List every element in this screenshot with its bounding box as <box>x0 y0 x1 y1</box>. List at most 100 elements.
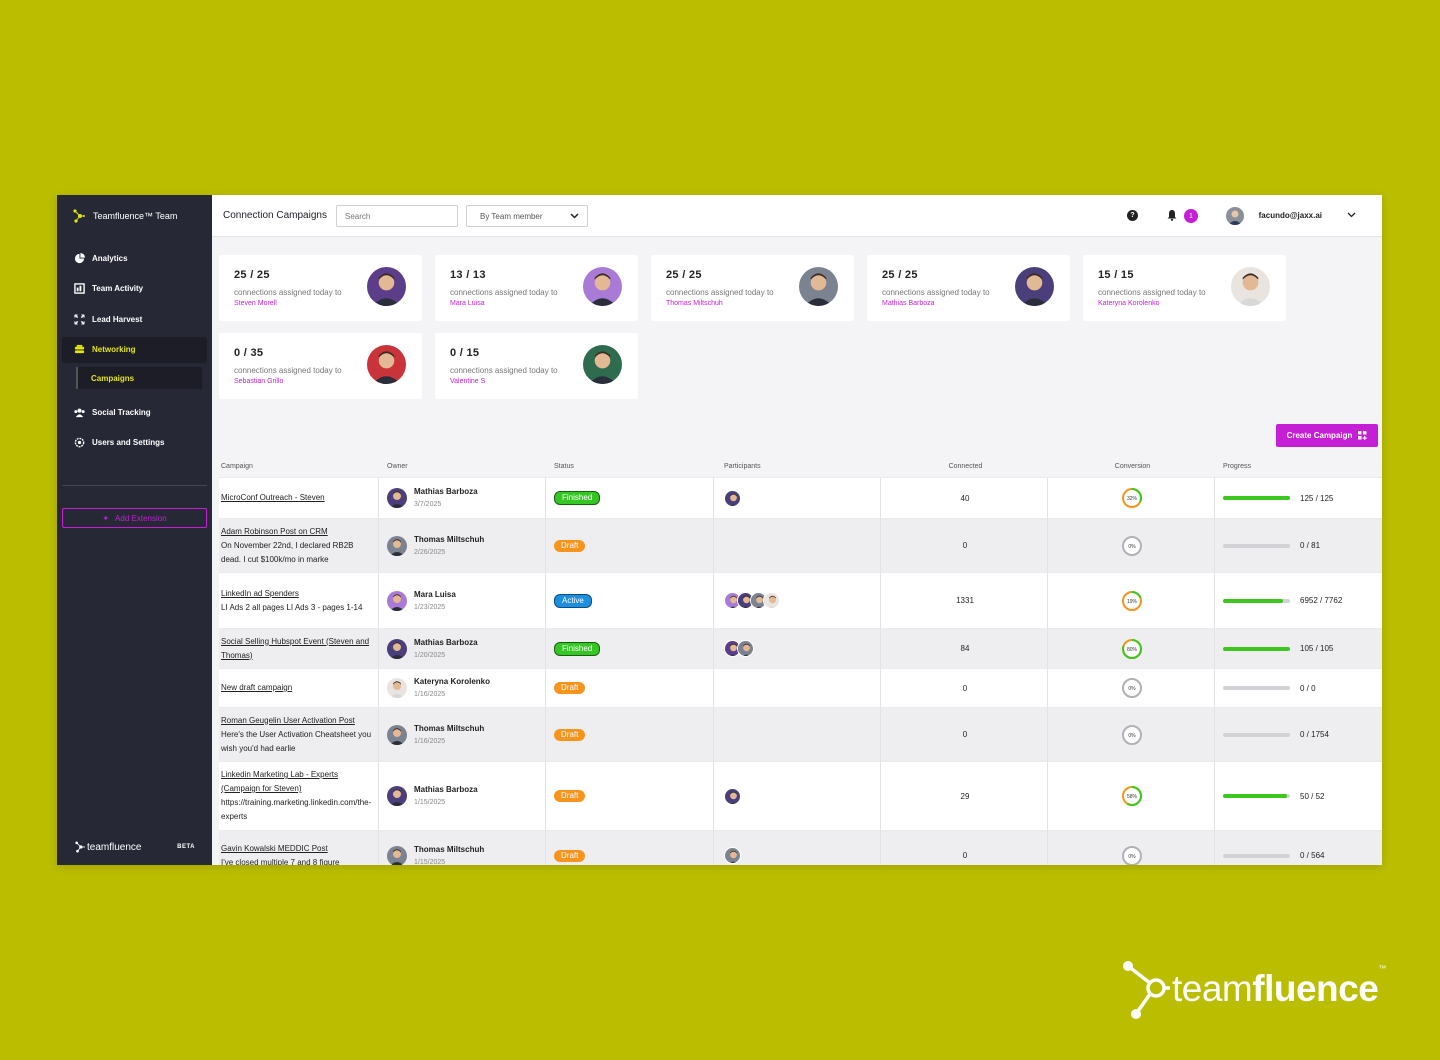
campaign-link[interactable]: Social Selling Hubspot Event (Steven and… <box>221 636 370 660</box>
connected-cell: 0 <box>881 831 1048 865</box>
card-assignee[interactable]: Sebastian Grillo <box>234 378 284 385</box>
card-count: 25 / 25 <box>234 269 270 281</box>
table-row[interactable]: Gavin Kowalski MEDDIC Post I've closed m… <box>219 830 1382 865</box>
sidebar-item-social-tracking[interactable]: Social Tracking <box>62 399 207 425</box>
column-header-campaign[interactable]: Campaign <box>221 462 253 470</box>
progress-fill <box>1223 598 1284 603</box>
campaign-link[interactable]: Roman Geugelin User Activation Post <box>221 715 355 725</box>
sidebar-item-networking[interactable]: Networking <box>62 336 207 363</box>
team-brand[interactable]: Teamfluence™ Team <box>73 209 177 223</box>
table-row[interactable]: MicroConf Outreach - Steven Mathias Barb… <box>219 477 1382 518</box>
create-campaign-button[interactable]: Create Campaign <box>1276 424 1378 447</box>
conversion-ring: 19% <box>1122 590 1142 611</box>
conversion-ring: 0% <box>1122 724 1142 745</box>
connected-cell: 0 <box>881 708 1048 761</box>
table-row[interactable]: Adam Robinson Post on CRM On November 22… <box>219 518 1382 572</box>
assignment-card[interactable]: 0 / 35 connections assigned today to Seb… <box>219 333 422 399</box>
sidebar: Teamfluence™ Team Analytics Team Activit… <box>57 195 212 865</box>
connected-cell: 40 <box>881 478 1048 518</box>
search-input[interactable] <box>336 205 458 227</box>
campaign-link[interactable]: Adam Robinson Post on CRM <box>221 526 328 536</box>
bell-icon[interactable] <box>1166 209 1178 221</box>
table-row[interactable]: Roman Geugelin User Activation Post Here… <box>219 707 1382 761</box>
card-description: connections assigned today to <box>882 288 990 297</box>
status-badge: Active <box>554 593 592 608</box>
card-assignee[interactable]: Thomas Miltschuh <box>666 300 723 307</box>
campaign-link[interactable]: LinkedIn ad Spenders <box>221 588 299 598</box>
card-assignee[interactable]: Steven Morell <box>234 300 277 307</box>
user-email[interactable]: facundo@jaxx.ai <box>1258 211 1322 220</box>
participant-avatar[interactable] <box>737 640 754 657</box>
footer-logo: teamfluence <box>75 841 141 853</box>
campaign-link[interactable]: MicroConf Outreach - Steven <box>221 493 325 502</box>
owner-name: Kateryna Korolenko <box>414 677 491 686</box>
owner-date: 1/23/2025 <box>414 603 446 611</box>
team-member-select[interactable]: By Team member <box>466 205 588 227</box>
progress-cell: 50 / 52 <box>1215 762 1382 830</box>
progress-cell: 0 / 81 <box>1215 519 1382 572</box>
sidebar-item-lead-harvest[interactable]: Lead Harvest <box>62 306 207 332</box>
campaign-cell: Roman Geugelin User Activation Post Here… <box>219 708 379 761</box>
user-avatar[interactable] <box>1226 207 1244 225</box>
add-extension-button[interactable]: ✦ Add Extension <box>62 508 207 528</box>
campaign-link[interactable]: Linkedin Marketing Lab - Experts (Campai… <box>221 770 338 793</box>
campaign-description: On November 22nd, I declared RB2B dead. … <box>221 540 354 564</box>
campaign-description: Here's the User Activation Cheatsheet yo… <box>221 729 372 753</box>
participants-cell <box>714 708 881 761</box>
owner-cell: Mathias Barboza 3/7/2025 <box>379 478 546 518</box>
assignment-card[interactable]: 25 / 25 connections assigned today to St… <box>219 255 422 321</box>
conversion-ring: 0% <box>1122 678 1142 698</box>
table-row[interactable]: Linkedin Marketing Lab - Experts (Campai… <box>219 761 1382 830</box>
participant-avatar[interactable] <box>763 592 780 609</box>
sidebar-item-team-activity[interactable]: Team Activity <box>62 276 207 302</box>
column-header-conversion[interactable]: Conversion <box>1114 462 1151 470</box>
card-assignee[interactable]: Mara Luisa <box>450 300 485 307</box>
card-assignee[interactable]: Kateryna Korolenko <box>1098 300 1160 307</box>
column-header-connected[interactable]: Connected <box>948 462 983 470</box>
conversion-label: 0% <box>1128 733 1136 739</box>
card-assignee[interactable]: Valentine S <box>450 378 486 385</box>
sidebar-item-analytics[interactable]: Analytics <box>62 245 207 271</box>
progress-bar <box>1223 598 1290 603</box>
card-assignee[interactable]: Mathias Barboza <box>882 300 935 307</box>
assignment-card[interactable]: 0 / 15 connections assigned today to Val… <box>435 333 638 399</box>
sidebar-item-users-settings[interactable]: Users and Settings <box>62 430 207 456</box>
add-extension-label: Add Extension <box>115 513 167 523</box>
campaign-description: LI Ads 2 all pages LI Ads 3 - pages 1-14 <box>221 602 363 612</box>
participant-avatar[interactable] <box>724 489 741 507</box>
participant-avatar[interactable] <box>724 787 741 805</box>
card-description: connections assigned today to <box>1098 288 1206 297</box>
campaign-link[interactable]: New draft campaign <box>221 683 293 692</box>
assignment-card[interactable]: 25 / 25 connections assigned today to Th… <box>651 255 854 321</box>
table-row[interactable]: LinkedIn ad Spenders LI Ads 2 all pages … <box>219 572 1382 628</box>
table-row[interactable]: Social Selling Hubspot Event (Steven and… <box>219 628 1382 668</box>
brand-logo-bold: fluence <box>1252 968 1379 1009</box>
table-row[interactable]: New draft campaign Kateryna Korolenko 1/… <box>219 668 1382 707</box>
campaign-cell: Social Selling Hubspot Event (Steven and… <box>219 629 379 668</box>
column-header-participants[interactable]: Participants <box>724 462 761 470</box>
puzzle-icon: ✦ <box>102 513 110 523</box>
progress-cell: 0 / 564 <box>1215 831 1382 865</box>
assignment-card[interactable]: 15 / 15 connections assigned today to Ka… <box>1083 255 1286 321</box>
owner-name: Mathias Barboza <box>414 785 478 794</box>
participant-avatar[interactable] <box>724 847 741 864</box>
campaign-link[interactable]: Gavin Kowalski MEDDIC Post <box>221 843 328 853</box>
sidebar-nav: Analytics Team Activity Lead Harvest Net… <box>62 245 207 460</box>
conversion-cell: 58% <box>1048 762 1215 830</box>
campaign-description: https://training.marketing.linkedin.com/… <box>221 798 372 821</box>
column-header-status[interactable]: Status <box>554 462 574 470</box>
status-badge: Draft <box>554 849 586 862</box>
user-menu-chevron-icon[interactable] <box>1347 210 1356 220</box>
notification-badge[interactable]: 1 <box>1184 209 1198 223</box>
progress-fill <box>1223 794 1288 798</box>
assignment-card[interactable]: 25 / 25 connections assigned today to Ma… <box>867 255 1070 321</box>
sidebar-subitem-campaigns[interactable]: Campaigns <box>76 367 202 389</box>
participant-avatar[interactable] <box>724 640 741 657</box>
column-header-progress[interactable]: Progress <box>1223 462 1252 470</box>
status-badge: Draft <box>554 682 586 694</box>
sidebar-footer: teamfluence BETA <box>75 841 195 853</box>
help-icon[interactable]: ? <box>1127 210 1138 221</box>
column-header-owner[interactable]: Owner <box>387 462 408 470</box>
status-badge: Draft <box>554 728 586 741</box>
assignment-card[interactable]: 13 / 13 connections assigned today to Ma… <box>435 255 638 321</box>
